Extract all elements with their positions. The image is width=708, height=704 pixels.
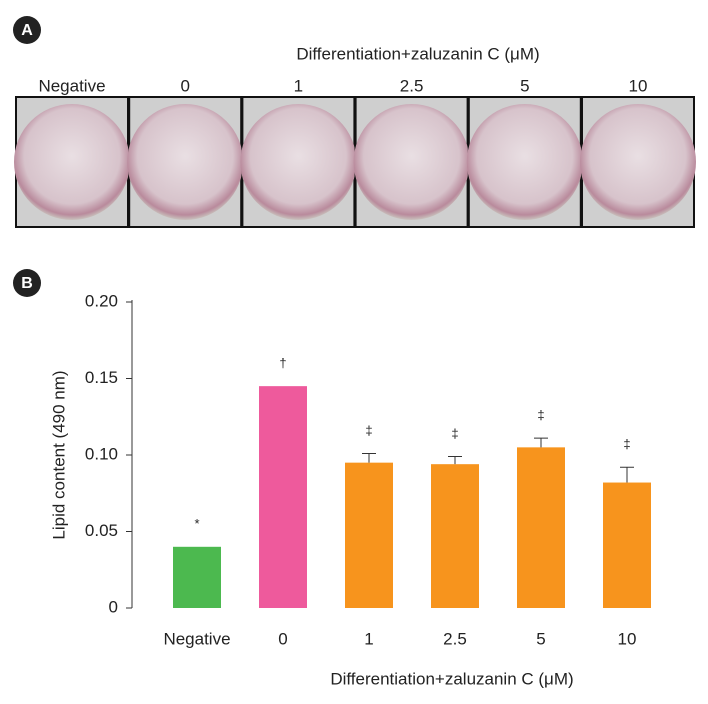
significance-marker: * [194, 516, 199, 531]
panel-label: A [21, 22, 33, 39]
bar [517, 447, 565, 608]
y-tick-label: 0.15 [85, 368, 118, 387]
significance-marker: ‡ [623, 437, 630, 452]
x-tick-label: Negative [163, 629, 230, 648]
photo-label: 10 [629, 76, 648, 95]
panel-badge [13, 16, 41, 44]
y-tick-label: 0.10 [85, 444, 118, 463]
bar [603, 482, 651, 608]
well [127, 104, 244, 220]
photo-label: 5 [520, 76, 529, 95]
well [240, 104, 357, 220]
well [466, 104, 583, 220]
y-axis-label: Lipid content (490 nm) [49, 370, 68, 539]
significance-marker: ‡ [451, 426, 458, 441]
photo-row: Negative 0 1 2.5 5 10 [14, 76, 696, 228]
x-tick-label: 10 [618, 629, 637, 648]
x-tick-label: 1 [364, 629, 373, 648]
x-tick-label: 0 [278, 629, 287, 648]
y-tick-label: 0.05 [85, 521, 118, 540]
x-axis-label: Differentiation+zaluzanin C (μM) [330, 669, 573, 688]
y-tick-label: 0 [109, 597, 118, 616]
well [14, 104, 130, 220]
x-tick-label: 5 [536, 629, 545, 648]
bar [173, 546, 221, 608]
photo-label: Negative [38, 76, 105, 95]
error-bar [620, 466, 634, 483]
well [580, 104, 696, 220]
x-tick-label: 2.5 [443, 629, 467, 648]
panel-badge [13, 269, 41, 297]
error-bar [362, 452, 376, 463]
well [353, 104, 470, 220]
panel-label: B [21, 275, 33, 292]
significance-marker: † [279, 356, 286, 371]
photo-label: 2.5 [400, 76, 424, 95]
y-tick-label: 0.20 [85, 291, 118, 310]
significance-marker: ‡ [537, 408, 544, 423]
photo-header: Differentiation+zaluzanin C (μM) [296, 44, 539, 63]
photo-label: 0 [180, 76, 189, 95]
bar [345, 462, 393, 608]
significance-marker: ‡ [365, 423, 372, 438]
bar [259, 386, 307, 608]
error-bar [534, 437, 548, 448]
photo-label: 1 [294, 76, 303, 95]
bar [431, 464, 479, 608]
error-bar [448, 456, 462, 465]
